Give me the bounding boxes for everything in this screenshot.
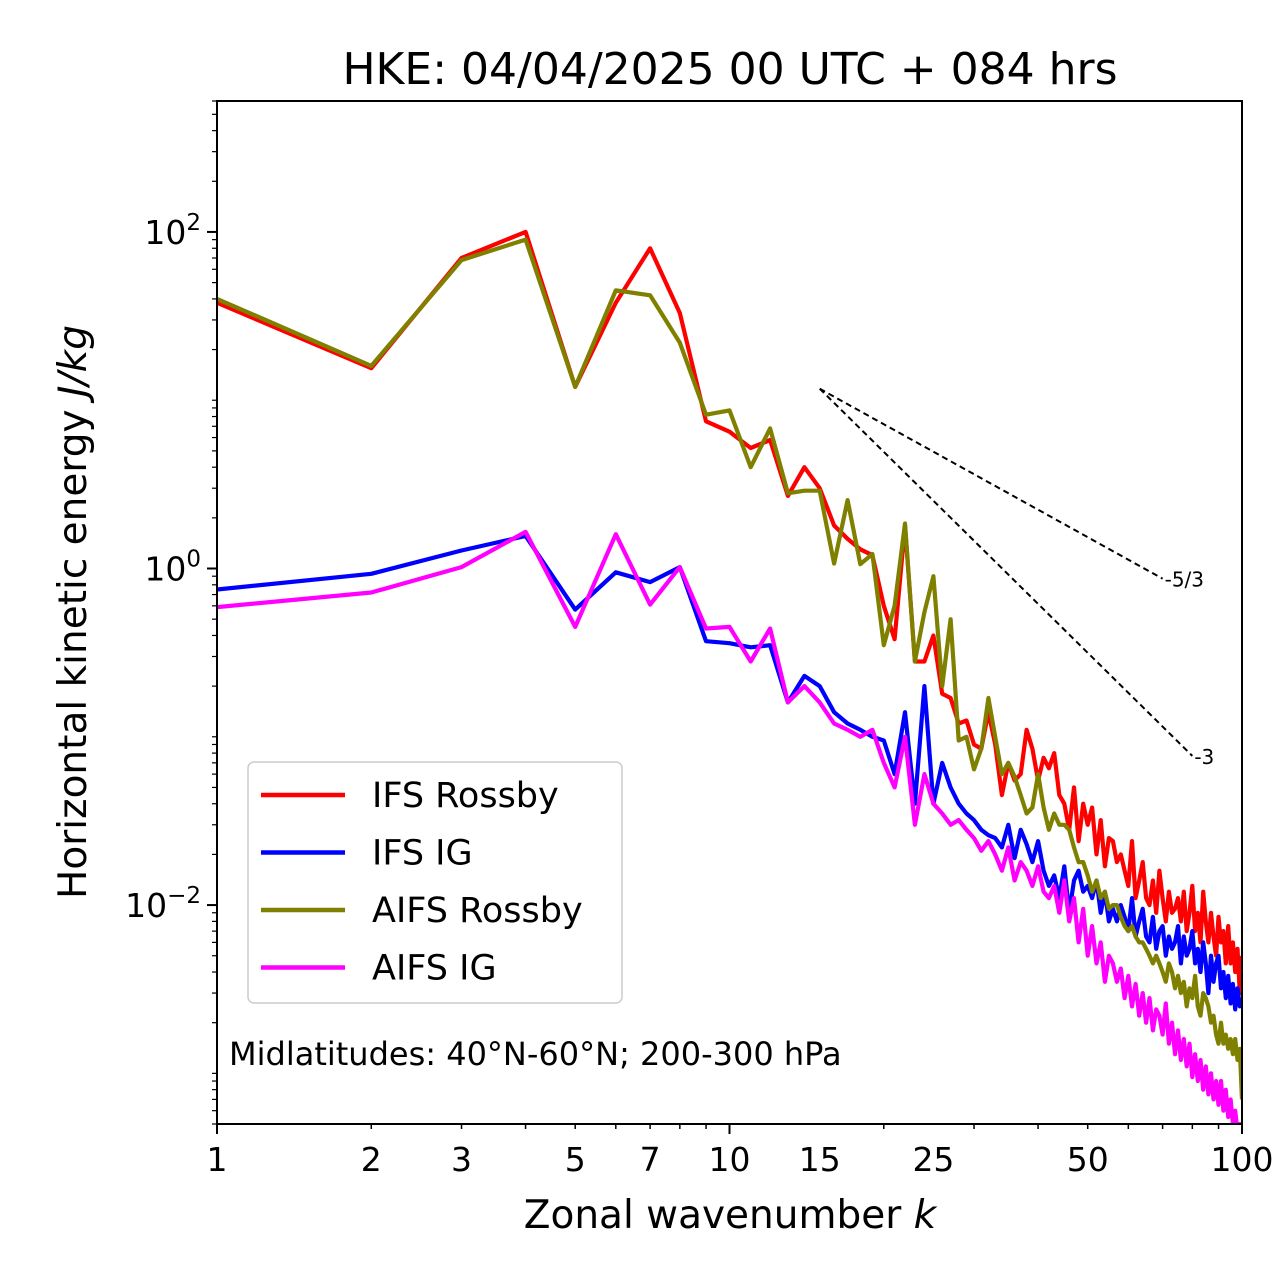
- x-tick-label: 2: [361, 1140, 382, 1179]
- reference-lines: [819, 387, 1194, 757]
- y-tick-label: 102: [144, 210, 201, 252]
- series-line-aifs-ig: [217, 529, 1242, 1124]
- x-tick-label: 1: [207, 1140, 228, 1179]
- legend-label: AIFS IG: [372, 949, 497, 989]
- legend-label: AIFS Rossby: [372, 891, 583, 931]
- reference-line-2: [819, 388, 1194, 757]
- series-line-aifs-rossby: [217, 237, 1242, 1100]
- chart-title: HKE: 04/04/2025 00 UTC + 084 hrs: [342, 44, 1117, 95]
- legend-label: IFS Rossby: [372, 776, 559, 816]
- x-tick-label: 25: [912, 1140, 954, 1179]
- reference-line-label: -5/3: [1165, 568, 1204, 592]
- x-tick-label: 100: [1211, 1140, 1274, 1179]
- y-axis-ticks: 102 100 10−2: [125, 100, 217, 1125]
- x-tick-label: 15: [799, 1140, 841, 1179]
- y-tick-label: 100: [144, 547, 201, 589]
- legend: IFS Rossby IFS IG AIFS Rossby AIFS IG: [247, 761, 623, 1004]
- legend-box: [247, 761, 623, 1004]
- plot-area: [217, 229, 1242, 1124]
- x-tick-label: 10: [709, 1140, 751, 1179]
- series-line-ifs-rossby: [217, 229, 1242, 996]
- reference-line-1: [819, 387, 1164, 580]
- y-tick-label: 10−2: [125, 883, 201, 925]
- reference-line-label: -3: [1194, 745, 1214, 769]
- series-line-ifs-ig: [217, 533, 1242, 1012]
- x-tick-label: 7: [640, 1140, 661, 1179]
- x-tick-label: 50: [1067, 1140, 1109, 1179]
- x-axis-ticks: 1 2 3 5 7 10 15 25 50 100: [207, 1124, 1274, 1179]
- x-axis-label: Zonal wavenumber k: [524, 1193, 938, 1238]
- x-tick-label: 5: [565, 1140, 586, 1179]
- y-axis-label: Horizontal kinetic energy J/kg: [51, 325, 96, 899]
- x-tick-label: 3: [451, 1140, 472, 1179]
- series-lines: [217, 229, 1242, 1124]
- legend-label: IFS IG: [372, 834, 473, 874]
- region-annotation: Midlatitudes: 40°N-60°N; 200-300 hPa: [229, 1035, 842, 1073]
